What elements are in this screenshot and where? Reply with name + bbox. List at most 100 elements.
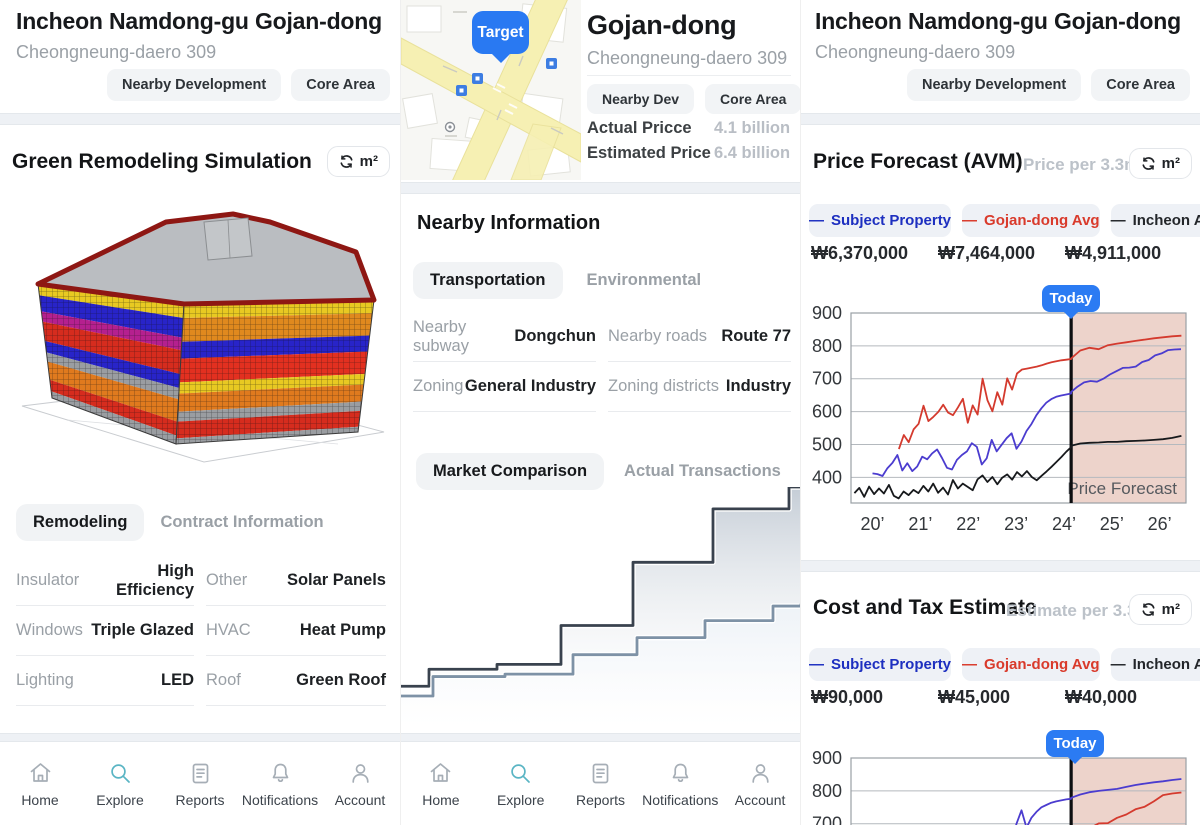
value-gojan-dong-avg: ₩7,464,000 <box>938 243 1036 263</box>
market-comparison-chart <box>401 484 800 730</box>
tab-environmental[interactable]: Environmental <box>586 271 702 289</box>
row-nearby-roads: Nearby roads Route 77 <box>608 312 791 362</box>
spec-column-1: Insulator High Efficiency Windows Triple… <box>16 556 194 706</box>
person-icon <box>351 763 369 783</box>
value-subject-property: ₩90,000 <box>811 687 884 707</box>
map-crosswalks <box>492 83 518 115</box>
legend-dash: — <box>1110 656 1126 673</box>
svg-text:22’: 22’ <box>956 514 980 534</box>
spec-label: HVAC <box>206 621 251 639</box>
header-rule <box>587 75 791 76</box>
spec-value: Heat Pump <box>299 621 386 639</box>
svg-text:800: 800 <box>812 781 842 801</box>
tab-transportation[interactable]: Transportation <box>413 262 563 299</box>
tab-market-comparison[interactable]: Market Comparison <box>416 453 605 490</box>
legend-label: Incheon Avg <box>1132 656 1200 673</box>
nav-label: Home <box>422 791 460 808</box>
legend-label: Gojan-dong Avg <box>984 212 1100 229</box>
svg-text:800: 800 <box>812 336 842 356</box>
nav-item-account[interactable]: Account <box>320 742 400 825</box>
spec-value: Solar Panels <box>286 571 386 589</box>
cost-tax-title: Cost and Tax Estimate <box>813 596 1037 619</box>
forecast-values: ₩6,370,000 ₩7,464,000 ₩4,911,000 <box>811 243 1192 264</box>
row-value: Industry <box>725 377 791 395</box>
section-divider <box>801 113 1200 125</box>
legend-subject-property[interactable]: — Subject Property <box>809 204 952 237</box>
person-icon <box>751 763 769 783</box>
value-incheon-avg: ₩40,000 <box>1065 687 1138 707</box>
nav-item-account[interactable]: Account <box>720 742 800 825</box>
map-canvas <box>401 0 582 189</box>
spec-value: Green Roof <box>296 671 386 689</box>
nav-item-explore[interactable]: Explore <box>481 742 561 825</box>
page-title: Gojan-dong <box>587 10 737 40</box>
nearby-information-title: Nearby Information <box>417 212 601 234</box>
row-label: Zoning <box>413 377 464 395</box>
row-zoning-districts: Zoning districts Industry <box>608 362 791 412</box>
svg-text:21’: 21’ <box>908 514 932 534</box>
nav-item-home[interactable]: Home <box>401 742 481 825</box>
svg-text:26’: 26’ <box>1148 514 1172 534</box>
panel-remodeling: Incheon Namdong-gu Gojan-dong Cheongneun… <box>0 0 400 825</box>
legend-incheon-avg[interactable]: — Incheon Avg <box>1110 204 1200 237</box>
search-icon <box>110 763 130 783</box>
nav-item-notifications[interactable]: Notifications <box>640 742 720 825</box>
unit-toggle-button[interactable]: m² <box>1128 148 1192 179</box>
svg-text:24’: 24’ <box>1052 514 1076 534</box>
spec-label: Insulator <box>16 571 80 589</box>
nav-item-home[interactable]: Home <box>0 742 80 825</box>
unit-toggle-button[interactable]: m² <box>1128 594 1192 625</box>
search-icon <box>511 763 531 783</box>
nav-item-explore[interactable]: Explore <box>80 742 160 825</box>
refresh-icon <box>1142 603 1155 616</box>
cost-tax-chart: Today 40050060070080090020’21’22’23’24’2… <box>801 720 1200 825</box>
badge-nearby-dev: Nearby Dev <box>587 84 695 114</box>
legend-gojan-dong-avg[interactable]: — Gojan-dong Avg <box>962 648 1100 681</box>
nav-item-reports[interactable]: Reports <box>561 742 641 825</box>
nav-label: Account <box>734 791 786 808</box>
price-label: Estimated Price <box>587 144 711 162</box>
today-marker: Today <box>1042 285 1100 319</box>
svg-text:Price Forecast: Price Forecast <box>1067 479 1177 498</box>
badge-row: Nearby Development Core Area <box>801 69 1190 101</box>
nav-item-reports[interactable]: Reports <box>160 742 240 825</box>
price-summary: Actual Pricce 4.1 billion Estimated Pric… <box>587 116 790 166</box>
nav-label: Explore <box>96 791 144 808</box>
legend-subject-property[interactable]: — Subject Property <box>809 648 952 681</box>
tab-actual-transactions[interactable]: Actual Transactions <box>624 462 781 480</box>
nav-label: Reports <box>175 791 225 808</box>
section-divider <box>801 560 1200 572</box>
row-label: Nearby roads <box>608 327 708 345</box>
tab-contract-information[interactable]: Contract Information <box>160 513 324 531</box>
spec-value: Triple Glazed <box>91 621 194 639</box>
svg-text:600: 600 <box>812 402 842 422</box>
spec-row-lighting: Lighting LED <box>16 656 194 706</box>
nav-item-notifications[interactable]: Notifications <box>240 742 320 825</box>
map-label-marks <box>442 11 564 137</box>
nearby-tabs: Transportation Environmental <box>413 262 707 299</box>
bottom-nav: Home Explore Reports Notifications Account <box>0 742 400 825</box>
legend-gojan-dong-avg[interactable]: — Gojan-dong Avg <box>962 204 1100 237</box>
spec-label: Lighting <box>16 671 74 689</box>
tab-remodeling[interactable]: Remodeling <box>16 504 145 541</box>
price-label: Actual Pricce <box>587 119 692 137</box>
page-title: Incheon Namdong-gu Gojan-dong <box>16 8 382 34</box>
legend-label: Subject Property <box>831 212 952 229</box>
unit-toggle-button[interactable]: m² <box>326 146 390 177</box>
legend-label: Subject Property <box>831 656 952 673</box>
svg-text:700: 700 <box>812 369 842 389</box>
price-forecast-title: Price Forecast (AVM) <box>813 150 1023 173</box>
nav-label: Account <box>334 791 386 808</box>
svg-text:25’: 25’ <box>1100 514 1124 534</box>
map-view[interactable]: Target <box>401 0 582 189</box>
badge-nearby-development: Nearby Development <box>106 69 282 101</box>
svg-text:900: 900 <box>812 748 842 768</box>
home-icon <box>30 762 50 782</box>
nav-label: Home <box>21 791 59 808</box>
row-value: Route 77 <box>721 327 791 345</box>
remodeling-tabs: Remodeling Contract Information <box>16 504 330 541</box>
legend-dash: — <box>809 212 824 229</box>
legend-incheon-avg[interactable]: — Incheon Avg <box>1110 648 1200 681</box>
market-tabs: Market Comparison Actual Transactions <box>416 453 787 490</box>
home-icon <box>431 762 451 782</box>
